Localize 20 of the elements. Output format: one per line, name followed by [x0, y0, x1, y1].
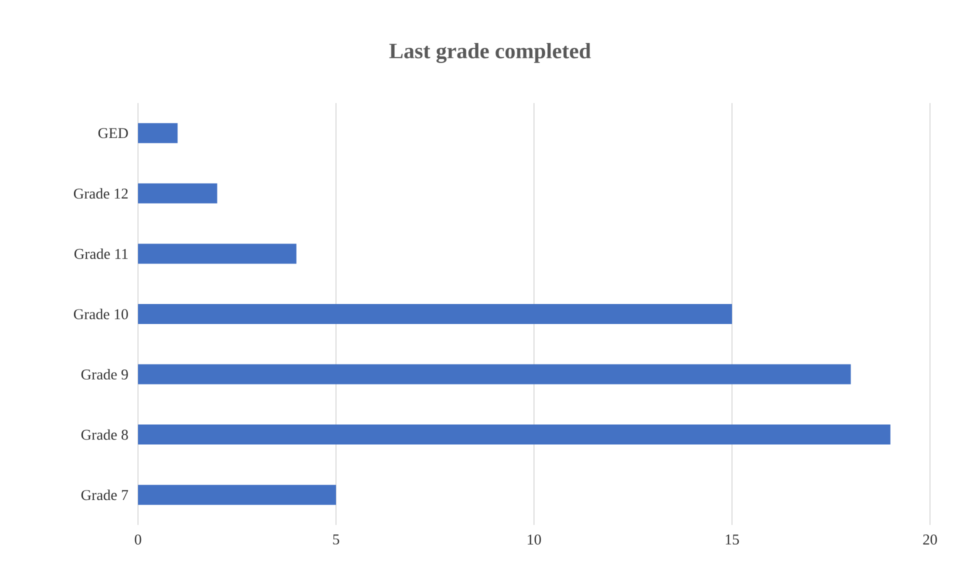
- bar: [138, 123, 178, 144]
- bar: [138, 304, 732, 324]
- chart-title: Last grade completed: [389, 42, 591, 64]
- y-tick-label: Grade 8: [81, 429, 128, 440]
- y-tick-label: Grade 7: [81, 490, 128, 500]
- bar: [138, 364, 851, 384]
- x-tick-label: 20: [923, 534, 937, 545]
- bar: [138, 183, 218, 204]
- x-tick-label: 15: [726, 534, 739, 545]
- y-tick-label: Grade 10: [74, 308, 128, 320]
- bar: [138, 424, 890, 445]
- bar: [138, 244, 296, 264]
- x-tick-label: 10: [528, 534, 541, 545]
- x-tick-label: 5: [333, 534, 340, 544]
- y-tick-label: Grade 12: [74, 188, 128, 199]
- bar: [138, 484, 336, 505]
- y-tick-label: Grade 11: [74, 248, 128, 259]
- y-tick-label: Grade 9: [81, 369, 128, 380]
- y-tick-label: GED: [98, 128, 128, 138]
- x-tick-label: 0: [134, 534, 142, 545]
